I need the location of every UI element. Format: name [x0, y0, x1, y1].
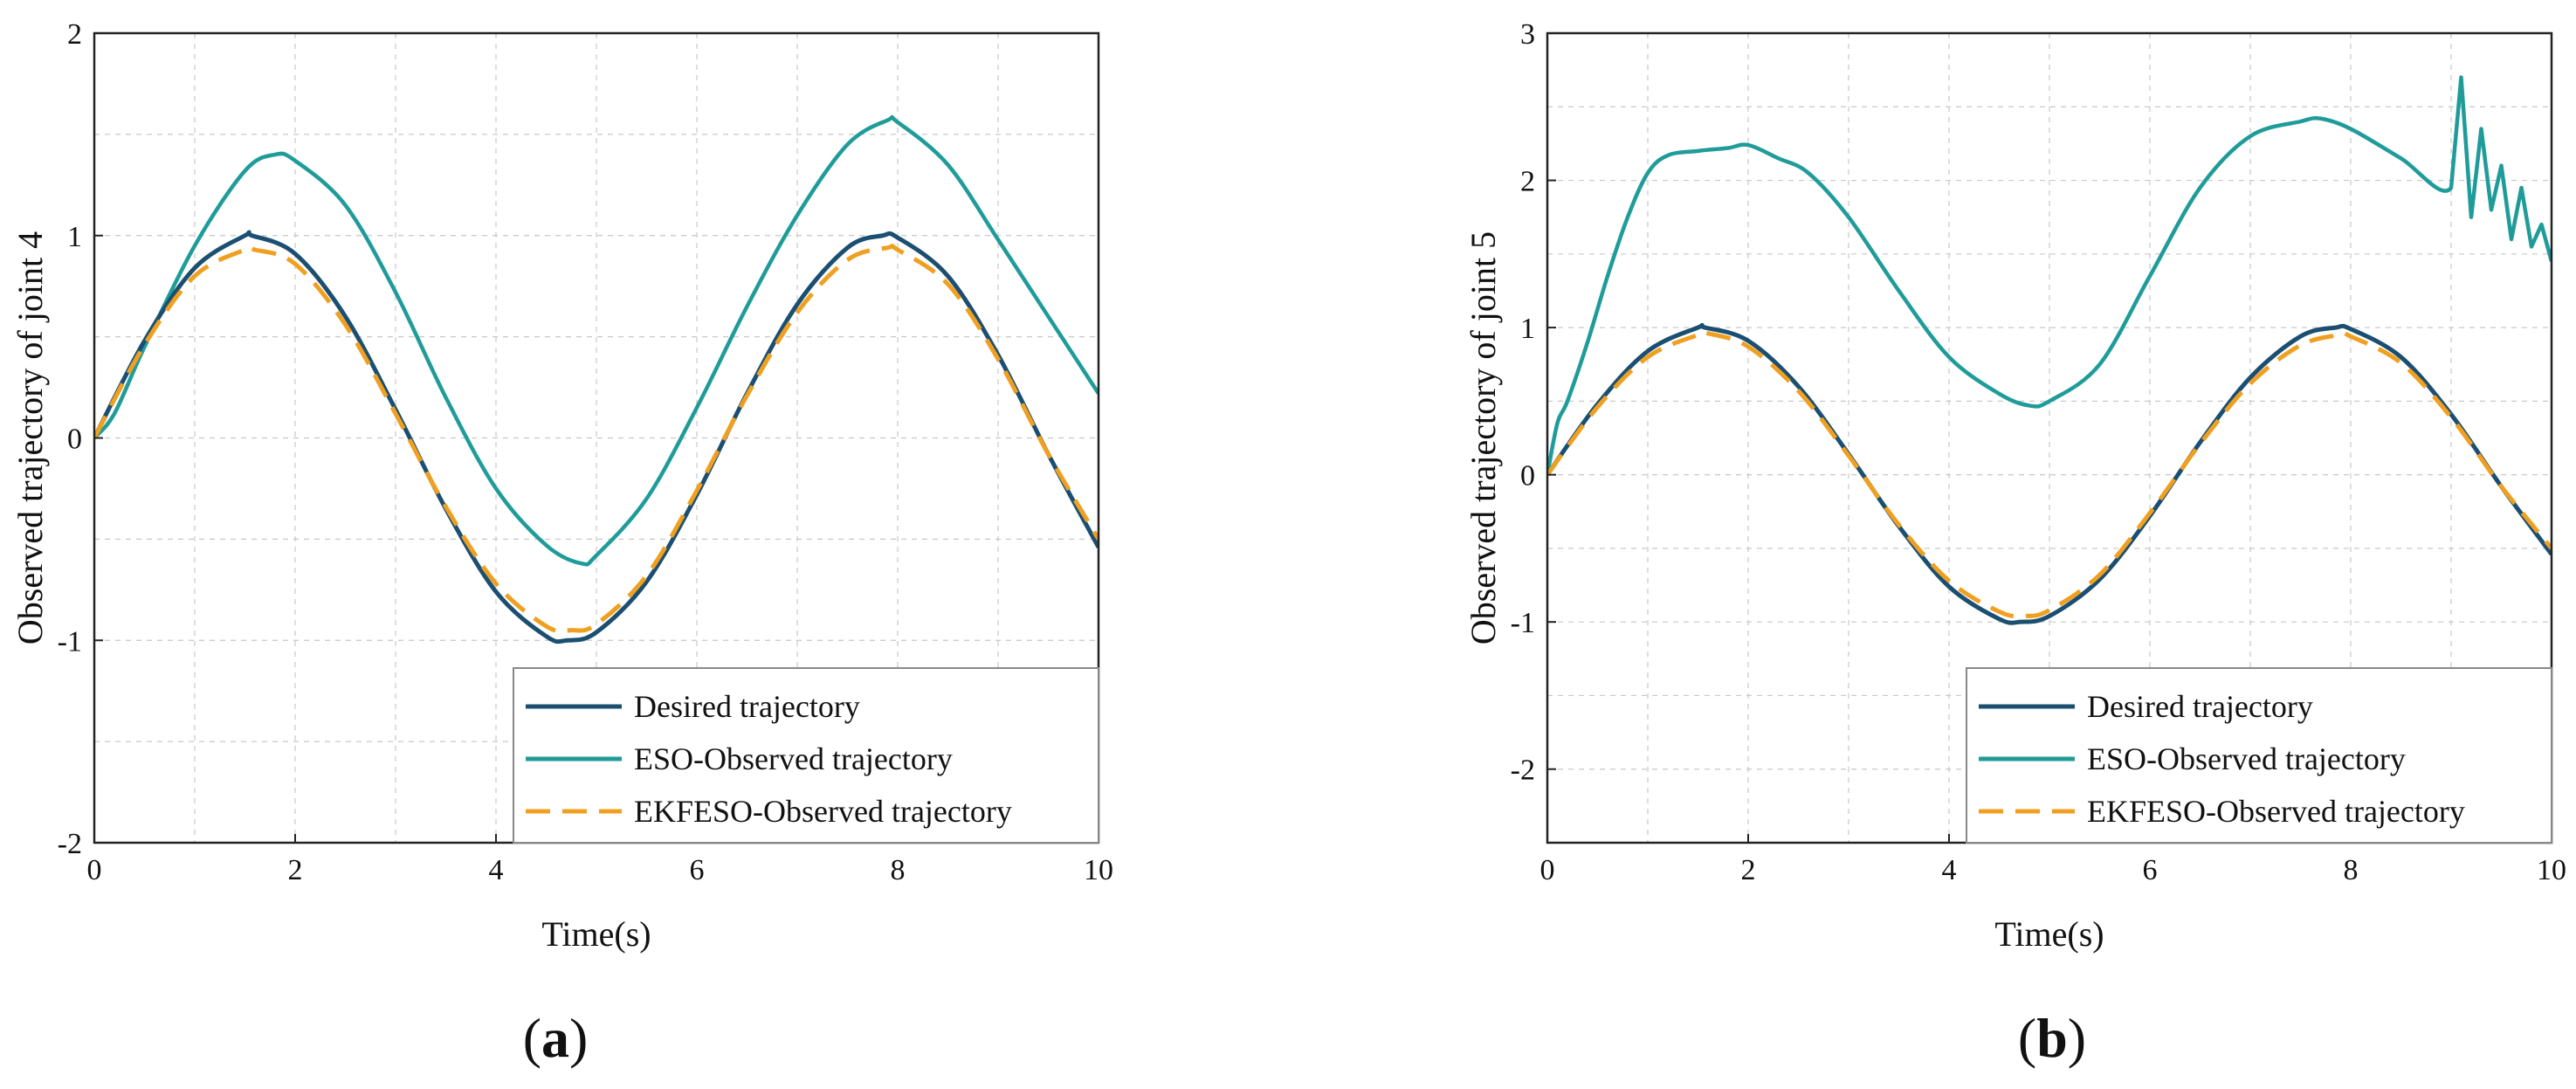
subfigure-letter: b	[2036, 1007, 2068, 1069]
y-axis-label: Observed trajectory of joint 5	[1464, 231, 1503, 644]
legend-label-ekfeso: EKFESO-Observed trajectory	[2087, 794, 2465, 829]
y-axis-label: Observed trajectory of joint 4	[10, 231, 50, 644]
x-axis-label: Time(s)	[1994, 914, 2104, 954]
x-axis-label: Time(s)	[541, 914, 651, 954]
y-tick-label: 1	[67, 221, 82, 253]
legend-label-desired: Desired trajectory	[2087, 689, 2313, 724]
x-tick-label: 10	[1084, 854, 1113, 886]
y-tick-label: 2	[67, 18, 82, 51]
series-line-ekfeso	[1547, 329, 2552, 619]
x-tick-label: 0	[87, 854, 102, 886]
subfigure-letter: a	[541, 1007, 569, 1069]
subfigure-label: (a)	[523, 1007, 589, 1069]
subfigure-label: (b)	[2018, 1007, 2086, 1069]
x-tick-label: 4	[489, 854, 504, 886]
legend-label-eso: ESO-Observed trajectory	[2087, 741, 2406, 776]
series-line-eso	[1547, 75, 2552, 476]
legend-label-desired: Desired trajectory	[634, 689, 860, 724]
legend-box	[513, 667, 1099, 844]
series-line-desired	[94, 230, 1099, 644]
legend-label-ekfeso: EKFESO-Observed trajectory	[634, 794, 1012, 829]
x-tick-label: 0	[1540, 854, 1555, 886]
chart-b: 0 2 4 6 8 10 -2 -1 0 1 2 3 Time(s) Observed trajector…	[1464, 18, 2566, 1069]
legend-label-eso: ESO-Observed trajectory	[634, 741, 953, 776]
y-tick-label: -2	[1511, 755, 1535, 787]
y-tick-label: -1	[1511, 607, 1535, 639]
paren-open: (	[2018, 1007, 2036, 1069]
y-tick-label: 0	[67, 424, 82, 456]
series-line-eso	[94, 114, 1099, 567]
paren-open: (	[523, 1007, 541, 1069]
x-tick-label: 6	[2143, 854, 2158, 886]
series-line-desired	[1547, 322, 2552, 625]
x-tick-label: 2	[288, 854, 303, 886]
x-tick-label: 4	[1942, 854, 1957, 886]
legend: Desired trajectory ESO-Observed trajector…	[513, 667, 1099, 844]
legend: Desired trajectory ESO-Observed trajector…	[1966, 667, 2552, 844]
y-tick-label: 2	[1520, 166, 1535, 198]
y-tick-label: 0	[1520, 460, 1535, 493]
legend-box	[1966, 667, 2552, 844]
x-tick-label: 2	[1741, 854, 1756, 886]
y-tick-label: -1	[58, 625, 82, 658]
y-tick-label: -2	[58, 828, 82, 860]
x-tick-label: 8	[891, 854, 906, 886]
x-tick-label: 8	[2344, 854, 2359, 886]
y-tick-label: 3	[1520, 18, 1535, 51]
chart-a: 0 2 4 6 8 10 -2 -1 0 1 2 Time(s) Observed trajectory…	[10, 18, 1113, 1069]
x-tick-label: 10	[2537, 854, 2566, 886]
paren-close: )	[2068, 1007, 2086, 1069]
y-tick-label: 1	[1520, 313, 1535, 345]
x-tick-label: 6	[690, 854, 705, 886]
series-line-ekfeso	[94, 243, 1099, 634]
paren-close: )	[569, 1007, 588, 1069]
